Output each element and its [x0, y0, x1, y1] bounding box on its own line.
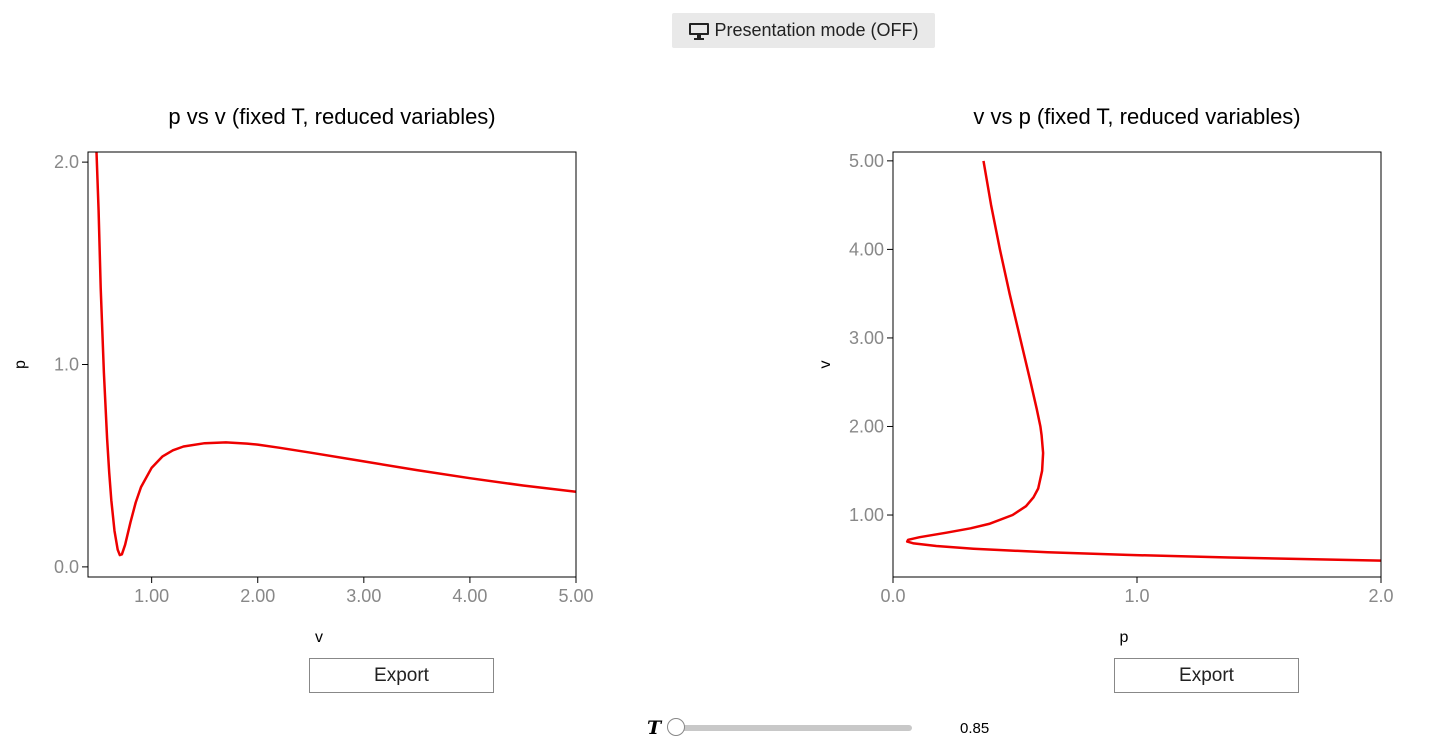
x-tick-label-pv: 1.00 — [134, 586, 169, 606]
plot-frame-pv — [87, 151, 577, 578]
presentation-mode-label: Presentation mode (OFF) — [714, 20, 919, 40]
export-button-pv[interactable]: Export — [309, 658, 494, 693]
slider-thumb[interactable] — [667, 718, 685, 736]
temperature-slider-row: T 0.85 — [640, 714, 1060, 744]
series-line-vp-0 — [905, 160, 1381, 562]
y-tick-label-vp: 1.00 — [849, 505, 884, 525]
y-tick-label-vp: 4.00 — [849, 239, 884, 259]
presentation-mode-button[interactable]: Presentation mode (OFF) — [672, 13, 935, 48]
y-tick-label-vp: 3.00 — [849, 328, 884, 348]
x-tick-label-vp: 2.0 — [1368, 586, 1393, 606]
y-tick-label-vp: 2.00 — [849, 416, 884, 436]
x-tick-label-pv: 3.00 — [346, 586, 381, 606]
slider-track[interactable] — [677, 725, 912, 731]
x-tick-label-pv: 2.00 — [240, 586, 275, 606]
plot-frame-vp — [892, 151, 1382, 578]
y-axis-label-vp: v — [817, 361, 834, 369]
export-button-vp[interactable]: Export — [1114, 658, 1299, 693]
y-tick-label-pv: 1.0 — [54, 355, 79, 375]
x-tick-label-pv: 5.00 — [558, 586, 593, 606]
x-axis-label-vp: p — [1120, 629, 1129, 646]
x-tick-label-vp: 0.0 — [880, 586, 905, 606]
slider-label: T — [647, 717, 662, 739]
monitor-icon — [689, 22, 710, 40]
series-line-pv-0 — [95, 152, 576, 557]
x-tick-label-pv: 4.00 — [452, 586, 487, 606]
chart-title-vp: v vs p (fixed T, reduced variables) — [973, 104, 1301, 129]
x-tick-label-vp: 1.0 — [1124, 586, 1149, 606]
chart-title-pv: p vs v (fixed T, reduced variables) — [168, 104, 496, 129]
x-axis-label-pv: v — [315, 629, 323, 646]
y-tick-label-pv: 2.0 — [54, 152, 79, 172]
y-tick-label-pv: 0.0 — [54, 557, 79, 577]
slider-value: 0.85 — [960, 720, 990, 737]
y-tick-label-vp: 5.00 — [849, 151, 884, 171]
y-axis-label-pv: p — [12, 360, 29, 369]
